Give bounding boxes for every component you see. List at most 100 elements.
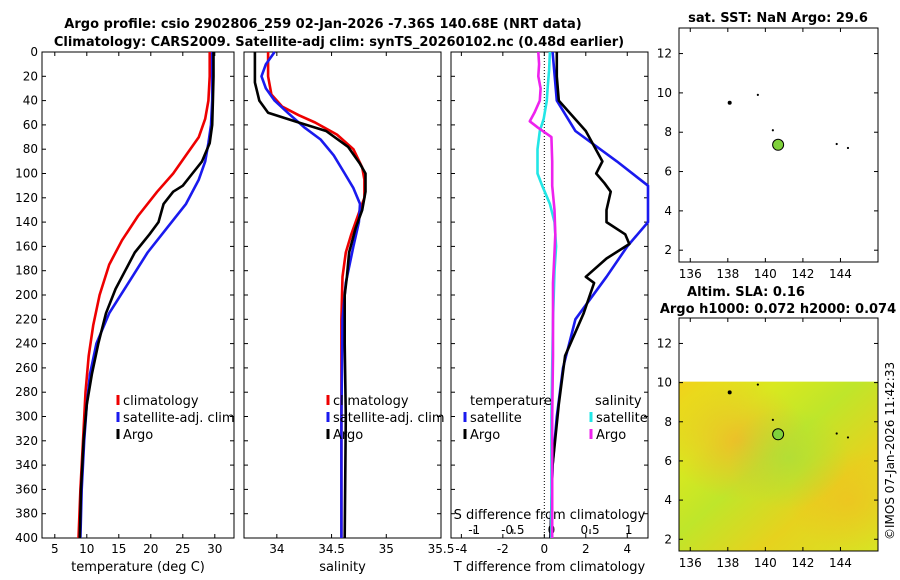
y-tick-label: 8 [664,125,672,139]
x-tick-label: 25 [175,542,190,556]
legend-label: satellite [596,411,648,426]
float-position-marker [772,138,785,151]
series-s-argo [528,51,557,538]
x-tick-label: 136 [679,556,702,570]
x-tick-label: 34 [269,542,284,556]
x-tick-label: 2 [582,542,590,556]
series-argo [78,52,215,539]
y-tick-label: 0 [30,45,38,59]
series-climatology [77,52,211,539]
x-tick-label: 20 [143,542,158,556]
y-tick-label: 6 [664,165,672,179]
legend-label: satellite [470,411,522,426]
legend-label: satellite-adj. clim [333,411,445,426]
legend-label: Argo [333,428,363,443]
y-tick-label: 280 [15,385,38,399]
y-tick-label: 140 [15,215,38,229]
island-dot [835,142,838,146]
y-tick-label: 2 [664,532,672,546]
x-tick-label: 144 [829,556,852,570]
y-tick-label: 160 [15,239,38,253]
x-tick-label: 138 [716,556,739,570]
x-tick-label: 30 [207,542,222,556]
legend-label: Argo [596,428,626,443]
x-tick-label: 10 [79,542,94,556]
s-axis-tick-label: 0.5 [581,523,600,537]
x-tick-label: 34.5 [318,542,345,556]
y-tick-label: 2 [664,243,672,257]
sst-map-panel: 136 138 140 142 144 2 4 6 8 10 12 [657,27,879,281]
s-axis-tick-label: -1 [468,523,480,537]
island-dot [727,100,732,105]
island-dot [756,93,759,96]
legend-label: Argo [123,428,153,443]
copyright-label: ©IMOS 07-Jan-2026 11:42:33 [883,362,897,540]
x-tick-label: 35.5 [428,542,455,556]
y-tick-label: 120 [15,191,38,205]
y-tick-label: 4 [664,204,672,218]
x-tick-label: 144 [829,267,852,281]
s-axis-tick-label: -0.5 [501,523,524,537]
difference-panel: -4 -2 0 2 4 T difference from climatology S di… [450,51,650,575]
series-t-argo [549,52,631,539]
salinity-panel: 34 34.5 35 35.5 salinity climatology satellite… [243,51,455,575]
y-tick-label: 340 [15,458,38,472]
legend-salinity-title: salinity [595,394,642,409]
x-axis-label: temperature (deg C) [71,560,205,575]
map-frame [678,27,879,263]
y-tick-label: 12 [657,336,672,350]
y-tick-label: 40 [23,94,38,108]
legend-label: climatology [123,394,199,409]
sst-map-title: sat. SST: NaN Argo: 29.6 [688,11,868,26]
s-axis-label: S difference from climatology [454,508,646,523]
x-tick-label: 15 [111,542,126,556]
x-tick-label: 140 [754,267,777,281]
x-tick-label: 136 [679,267,702,281]
y-tick-label: 300 [15,410,38,424]
y-tick-label: 200 [15,288,38,302]
island-dot [846,436,850,439]
sla-field [679,381,878,551]
y-tick-label: 380 [15,507,38,521]
float-position-marker [772,428,785,441]
y-tick-label: 100 [15,167,38,181]
y-tick-label: 80 [23,142,38,156]
x-tick-label: 5 [51,542,59,556]
y-tick-label: 6 [664,454,672,468]
x-tick-label: 142 [791,556,814,570]
x-tick-label: 4 [623,542,631,556]
axes-frame [450,51,649,539]
x-tick-label: -4 [455,542,467,556]
y-tick-label: 10 [657,376,672,390]
x-tick-label: 140 [754,556,777,570]
y-tick-label: 10 [657,86,672,100]
island-dot [727,390,732,395]
island-dot [756,383,759,386]
y-tick-label: 400 [15,531,38,545]
y-tick-label: 240 [15,337,38,351]
island-dot [771,418,774,421]
x-tick-label: -2 [497,542,509,556]
x-tick-label: 138 [716,267,739,281]
sla-map-panel: 136 138 140 142 144 2 4 6 8 10 12 [657,317,879,570]
x-tick-label: 0 [540,542,548,556]
series-argo [253,52,367,539]
legend-label: Argo [470,428,500,443]
x-axis-label: salinity [319,560,366,575]
island-dot [835,432,838,435]
y-tick-label: 320 [15,434,38,448]
y-tick-label: 60 [23,118,38,132]
y-tick-label: 220 [15,312,38,326]
map-frame [678,317,879,552]
island-dot [771,129,774,132]
y-tick-label: 4 [664,493,672,507]
y-tick-label: 180 [15,264,38,278]
figure-title-line2: Climatology: CARS2009. Satellite-adj cli… [54,35,624,50]
sla-map-title-line2: Argo h1000: 0.072 h2000: 0.074 [660,302,896,317]
island-dot [846,146,850,150]
y-tick-label: 8 [664,415,672,429]
x-tick-label: 142 [791,267,814,281]
x-axis-label: T difference from climatology [453,560,646,575]
